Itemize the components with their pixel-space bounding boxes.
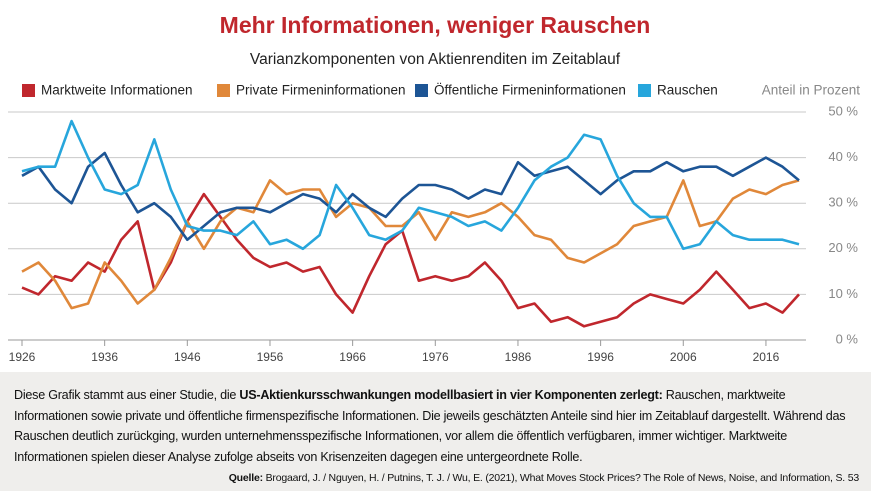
legend-label: Öffentliche Firmeninformationen [434, 83, 626, 98]
x-tick-label: 1996 [587, 350, 614, 364]
series-line [21, 119, 800, 251]
x-tick-label: 1956 [257, 350, 284, 364]
y-axis-label: Anteil in Prozent [762, 83, 861, 98]
legend-label: Marktweite Informationen [41, 83, 193, 98]
source-text: Brogaard, J. / Nguyen, H. / Putnins, T. … [262, 472, 860, 484]
x-tick-label: 2016 [753, 350, 780, 364]
y-tick-label: 20 % [828, 240, 858, 255]
source-label: Quelle: [228, 472, 263, 484]
y-tick-label: 30 % [828, 195, 858, 210]
series-line [21, 192, 800, 328]
y-tick-label: 0 % [836, 331, 859, 346]
legend-label: Private Firmeninformationen [236, 83, 406, 98]
chart-subtitle: Varianzkomponenten von Aktienrenditen im… [250, 51, 621, 68]
x-tick-label: 1966 [339, 350, 366, 364]
caption-text: Rauschen, marktweite Informationen sowie… [14, 388, 846, 464]
caption: Diese Grafik stammt aus einer Studie, di… [0, 372, 871, 491]
caption-text: Diese Grafik stammt aus einer Studie, di… [14, 388, 240, 402]
y-tick-label: 10 % [828, 286, 858, 301]
x-tick-label: 1926 [9, 350, 36, 364]
legend-swatch [217, 84, 230, 97]
series-line [21, 151, 800, 241]
chart: Mehr Informationen, weniger Rauschen Var… [8, 12, 861, 364]
legend-label: Rauschen [657, 83, 718, 98]
caption-highlight: US-Aktienkursschwankungen modellbasiert … [239, 388, 663, 402]
x-tick-label: 1936 [91, 350, 118, 364]
chart-title: Mehr Informationen, weniger Rauschen [220, 12, 651, 38]
y-tick-label: 40 % [828, 149, 858, 164]
series-line [21, 179, 800, 310]
legend-swatch [415, 84, 428, 97]
y-tick-label: 50 % [828, 103, 858, 118]
legend-swatch [638, 84, 651, 97]
x-tick-label: 1976 [422, 350, 449, 364]
x-tick-label: 2006 [670, 350, 697, 364]
x-tick-label: 1986 [505, 350, 532, 364]
source: Quelle: Brogaard, J. / Nguyen, H. / Putn… [228, 472, 860, 484]
legend-swatch [22, 84, 35, 97]
x-tick-label: 1946 [174, 350, 201, 364]
